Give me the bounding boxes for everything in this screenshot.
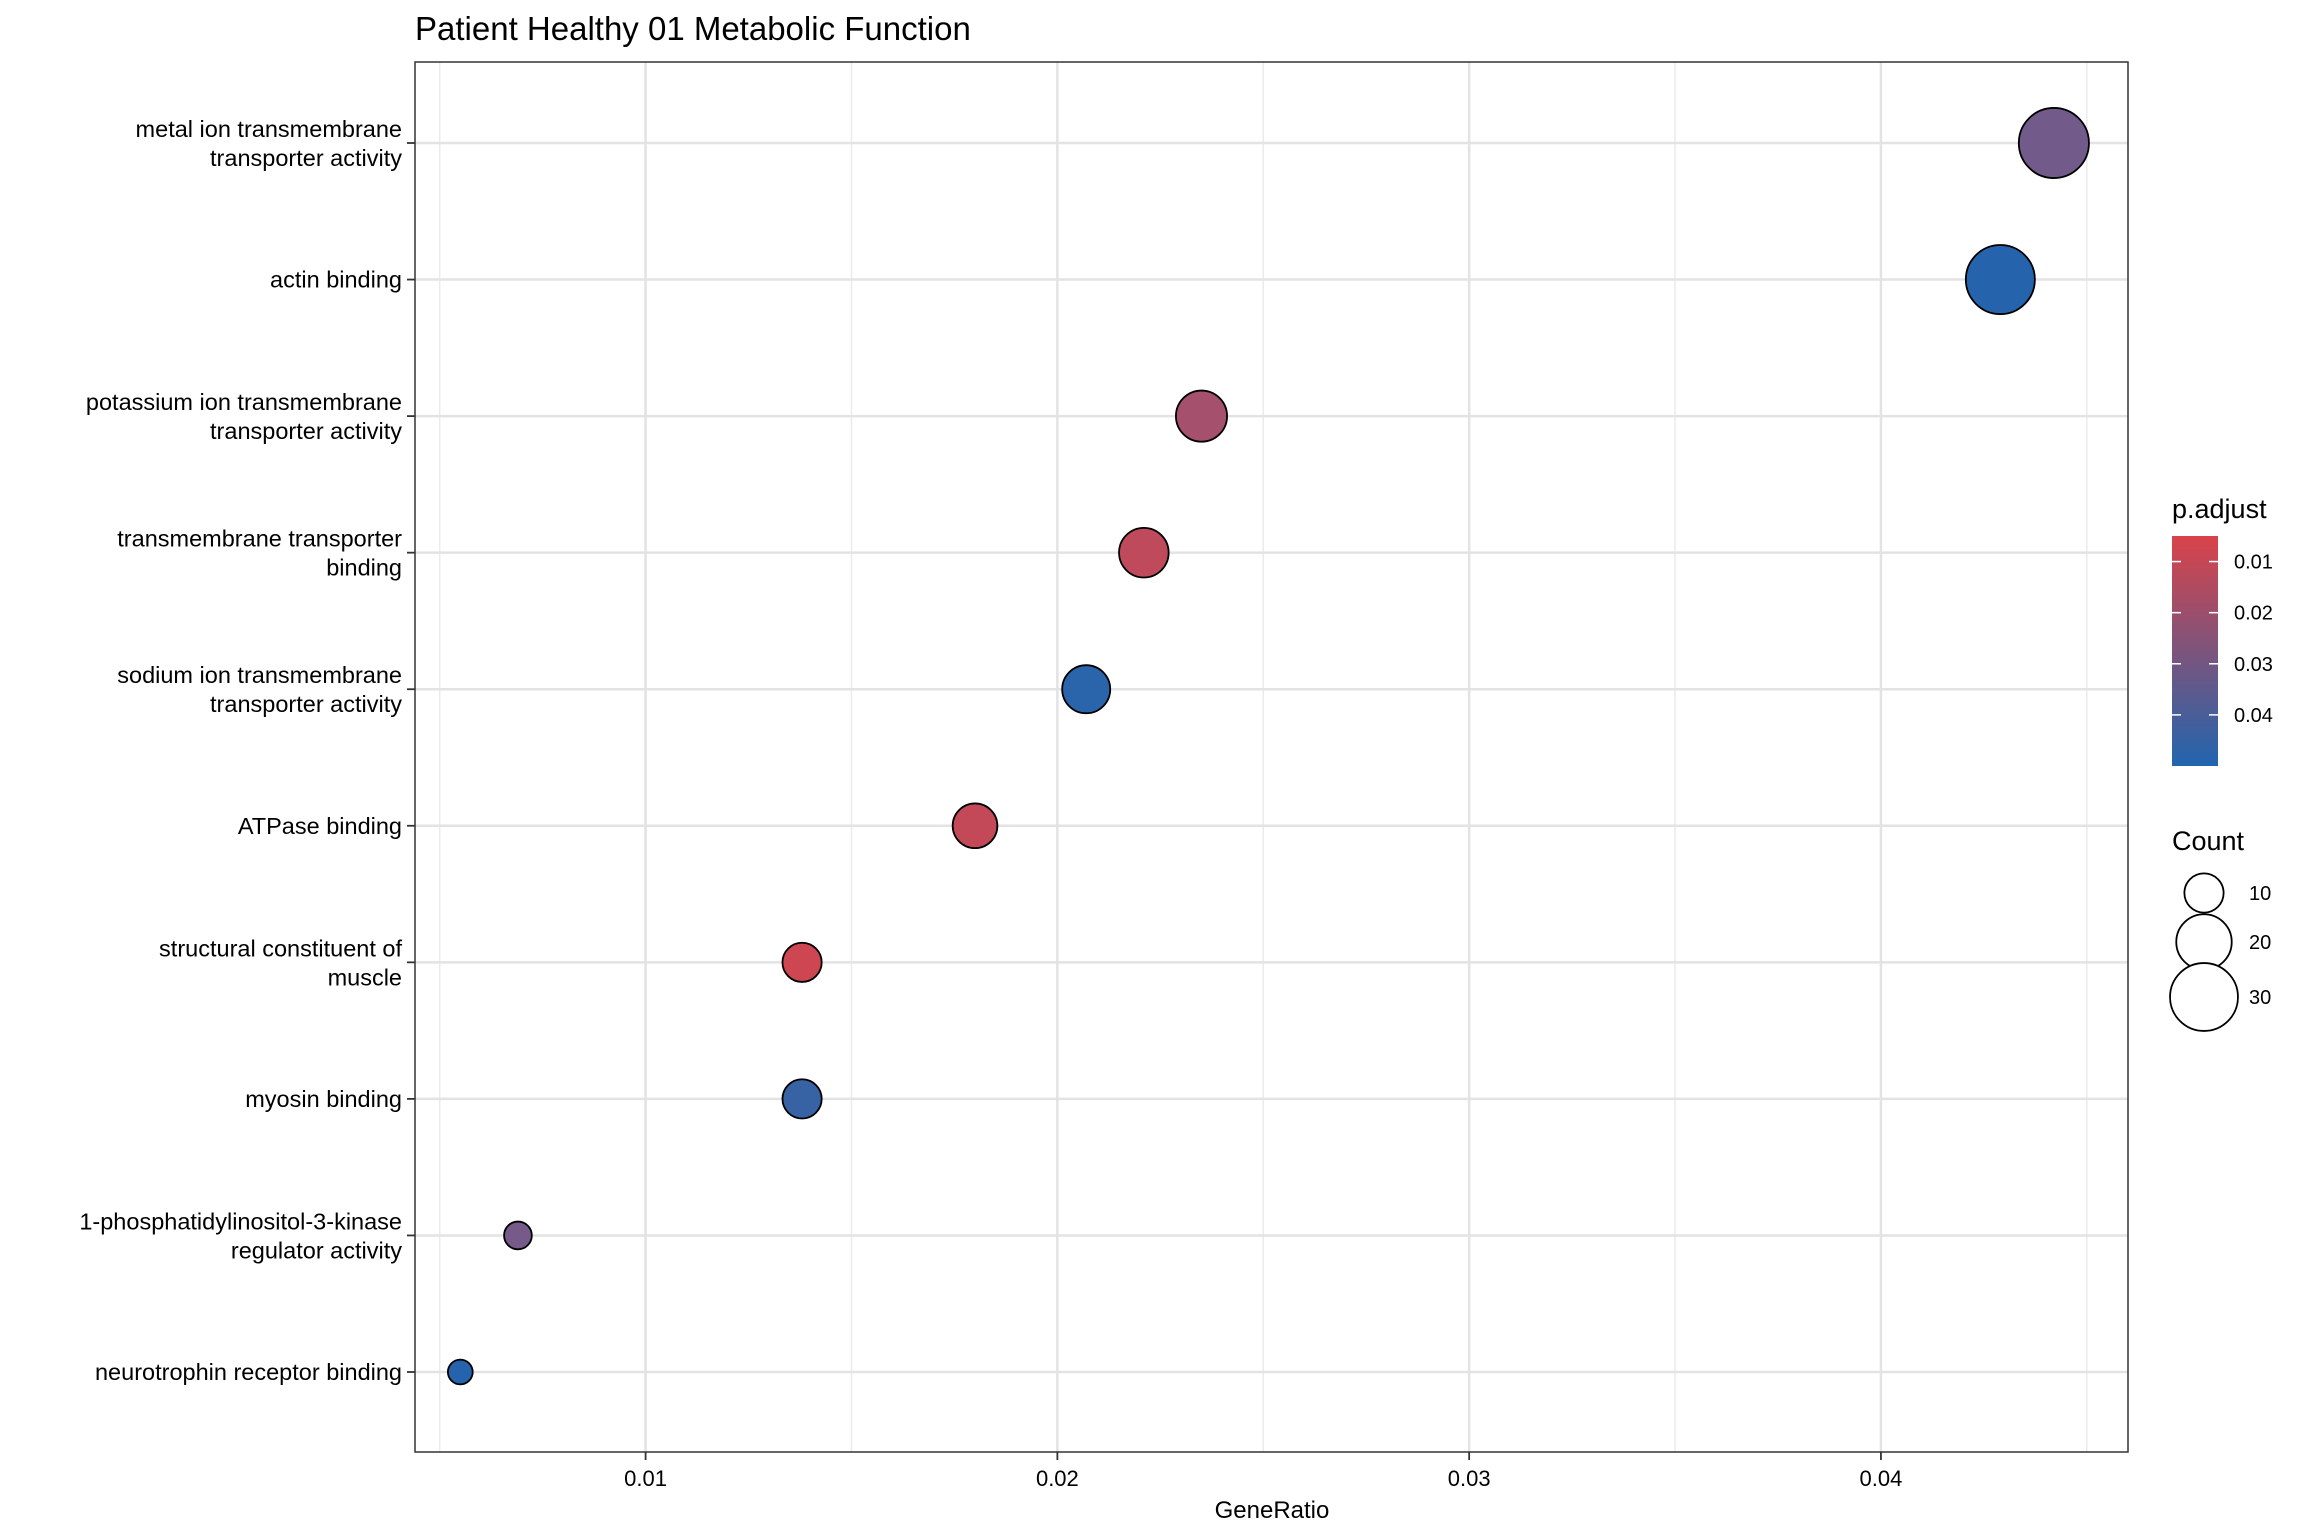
color-legend-title: p.adjust: [2172, 494, 2267, 524]
data-point: [1175, 389, 1228, 443]
y-axis: metal ion transmembrane transporter activ…: [79, 116, 415, 1385]
data-point: [1061, 664, 1112, 715]
colorbar: [2172, 536, 2218, 766]
y-tick-label: myosin binding: [245, 1086, 402, 1112]
x-axis: 0.01 0.02 0.03 0.04: [624, 1452, 1902, 1491]
panel-border: [414, 61, 2129, 1453]
data-point: [446, 1358, 474, 1386]
size-legend-title: Count: [2172, 826, 2245, 856]
y-tick-label: metal ion transmembrane transporter activ…: [136, 116, 403, 171]
data-point: [2017, 107, 2090, 179]
x-tick-label: 0.04: [1860, 1466, 1903, 1491]
colorbar-tick-label: 0.01: [2234, 552, 2273, 574]
y-tick-label: sodium ion transmembrane transporter acti…: [117, 662, 402, 717]
legend: p.adjust 0.01 0.02 0.03 0.04 Count 10 20 30: [2169, 494, 2273, 1032]
size-legend-circle: [2175, 913, 2233, 971]
y-tick-label: 1-phosphatidylinositol-3-kinase regulator…: [79, 1208, 402, 1263]
y-tick-label: neurotrophin receptor binding: [95, 1359, 402, 1385]
chart-title: Patient Healthy 01 Metabolic Function: [415, 10, 971, 47]
x-tick-label: 0.03: [1448, 1466, 1491, 1491]
colorbar-tick-label: 0.03: [2234, 654, 2273, 676]
data-point: [781, 941, 823, 983]
colorbar-tick-label: 0.04: [2234, 705, 2273, 727]
grid: [415, 62, 2128, 1452]
x-axis-title: GeneRatio: [1215, 1497, 1330, 1524]
size-legend-label: 10: [2249, 883, 2271, 905]
size-legend-circle: [2169, 962, 2239, 1032]
y-tick-label: structural constituent of muscle: [159, 935, 402, 990]
data-point: [503, 1220, 533, 1251]
colorbar-ticks: 0.01 0.02 0.03 0.04: [2172, 552, 2273, 727]
y-tick-label: potassium ion transmembrane transporter a…: [86, 389, 402, 444]
size-legend-label: 20: [2249, 932, 2271, 954]
size-legend-label: 30: [2249, 987, 2271, 1009]
data-point: [781, 1078, 823, 1120]
points: [446, 107, 2090, 1386]
data-point: [1964, 244, 2036, 315]
x-tick-label: 0.02: [1036, 1466, 1079, 1491]
y-tick-label: ATPase binding: [238, 813, 402, 839]
colorbar-tick-label: 0.02: [2234, 603, 2273, 625]
size-legend-circle: [2183, 872, 2225, 914]
size-legend-items: 10 20 30: [2169, 872, 2271, 1032]
x-tick-label: 0.01: [624, 1466, 667, 1491]
y-tick-label: transmembrane transporter binding: [117, 526, 402, 581]
data-point: [951, 802, 999, 850]
data-point: [1118, 526, 1170, 579]
y-tick-label: actin binding: [270, 267, 402, 293]
